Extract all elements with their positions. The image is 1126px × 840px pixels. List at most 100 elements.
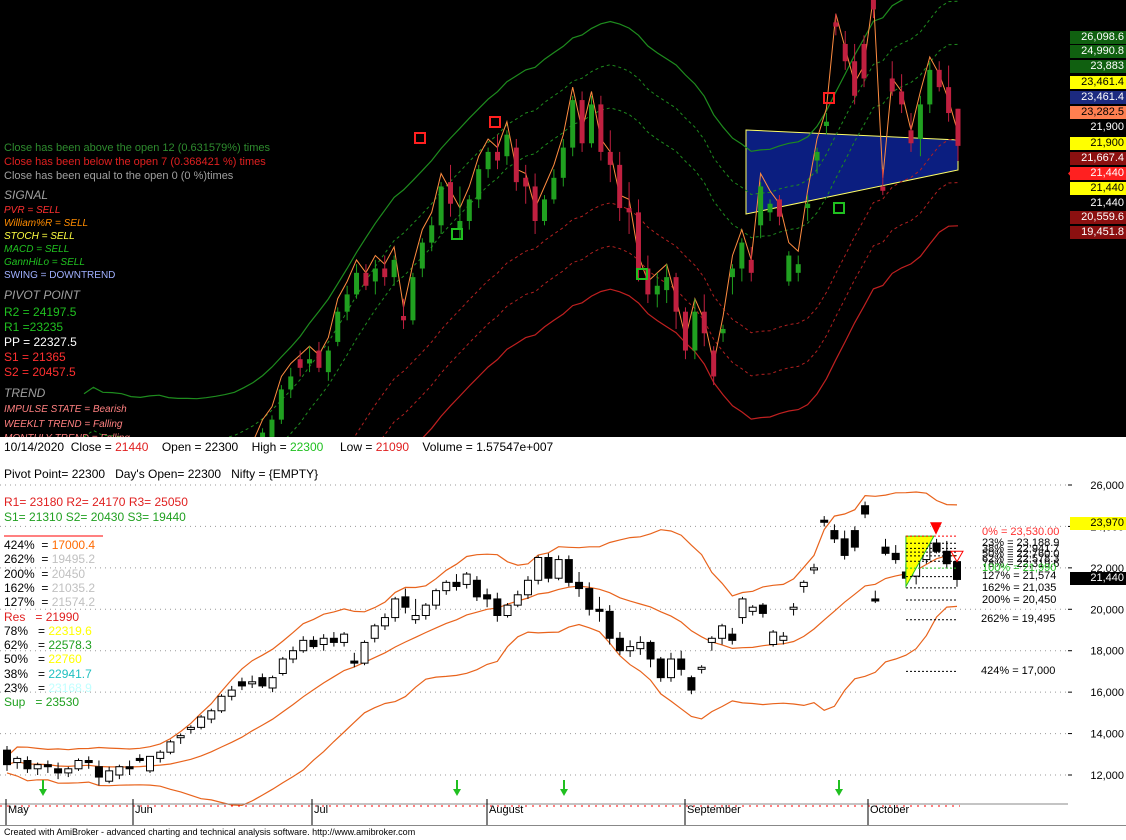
fib-level-label: 262% = bbox=[4, 552, 52, 567]
candle-body bbox=[607, 151, 613, 165]
candle bbox=[156, 750, 165, 763]
buy-arrow-head bbox=[453, 789, 461, 796]
r3-level: R3= 25050 bbox=[128, 495, 188, 509]
candle bbox=[466, 195, 472, 230]
r1-level: R1= 23180 bbox=[4, 495, 64, 509]
candle-body bbox=[269, 419, 275, 437]
candle bbox=[432, 588, 441, 610]
candle bbox=[820, 516, 829, 527]
candle-body bbox=[889, 78, 895, 92]
candle-body bbox=[917, 104, 923, 139]
candle-body bbox=[748, 259, 754, 273]
candle bbox=[146, 755, 155, 773]
candle bbox=[607, 130, 613, 183]
top-chart-canvas[interactable] bbox=[0, 0, 1068, 437]
candle bbox=[570, 95, 576, 157]
candle bbox=[43, 760, 52, 773]
candle-body bbox=[687, 677, 696, 691]
candle bbox=[360, 640, 369, 666]
buy-signal-square bbox=[833, 202, 845, 214]
candle-body bbox=[176, 735, 185, 739]
stat-above-text: Close has been above the open 12 (0.6315… bbox=[4, 142, 271, 154]
top-axis-label: 19,451.8 bbox=[1070, 226, 1126, 239]
candle bbox=[429, 216, 435, 252]
candle-body bbox=[135, 757, 144, 761]
stat-line-equal: Close has been equal to the open 0 (0 %)… bbox=[4, 170, 233, 183]
candle bbox=[852, 43, 858, 105]
trend-impulse: IMPULSE STATE = Bearish bbox=[4, 404, 127, 415]
candle bbox=[687, 675, 696, 695]
candle bbox=[748, 246, 754, 282]
candle bbox=[677, 650, 686, 676]
candle bbox=[33, 762, 42, 775]
trend-weekly: WEEKLT TREND = Falling bbox=[4, 419, 123, 430]
candle bbox=[946, 65, 952, 122]
candle-body bbox=[278, 658, 287, 674]
top-chart-pane[interactable]: Close has been above the open 12 (0.6315… bbox=[0, 0, 1068, 437]
candle bbox=[718, 623, 727, 645]
fib-level-label: 424% = bbox=[4, 538, 52, 552]
candle bbox=[288, 367, 294, 399]
s3-level: S3= 19440 bbox=[127, 510, 186, 524]
candle bbox=[534, 555, 543, 585]
candle-body bbox=[299, 639, 308, 652]
axis-tick-label: 22,000 bbox=[1090, 563, 1124, 575]
axis-tick-label: 14,000 bbox=[1090, 729, 1124, 741]
close-label: Close = bbox=[70, 440, 112, 454]
candle bbox=[769, 630, 778, 647]
bottom-chart-pane[interactable]: May Jun Jul August September October 10/14/20… bbox=[0, 437, 1068, 825]
fib-level-value: 23168.9 bbox=[48, 681, 92, 695]
footer-text: Created with AmiBroker - advanced charti… bbox=[4, 827, 416, 837]
candle-body bbox=[297, 359, 303, 368]
candle-body bbox=[891, 552, 900, 561]
candle-body bbox=[871, 598, 880, 602]
candle-body bbox=[307, 359, 313, 364]
candle-body bbox=[319, 637, 328, 646]
candle-body bbox=[711, 350, 717, 377]
candle-body bbox=[485, 151, 491, 170]
candle-body bbox=[33, 764, 42, 770]
buy-arrow-head bbox=[560, 789, 568, 796]
candle bbox=[350, 652, 359, 668]
sell-signal-square bbox=[414, 132, 426, 144]
fib-level-row: Res = 21990 bbox=[4, 610, 79, 624]
candle bbox=[289, 646, 298, 664]
candle bbox=[551, 169, 557, 204]
pivot-s2: S2 = 20457.5 bbox=[4, 365, 76, 379]
candle-body bbox=[64, 768, 73, 774]
candle bbox=[861, 35, 867, 88]
candle-body bbox=[146, 755, 155, 772]
candle-body bbox=[554, 559, 563, 579]
candle bbox=[513, 590, 522, 608]
fib-level-row: 127% = 21574.2 bbox=[4, 595, 95, 609]
candle bbox=[697, 665, 706, 674]
sell-signal-square bbox=[489, 116, 501, 128]
candle bbox=[354, 264, 360, 299]
month-label: Jul bbox=[314, 804, 328, 816]
candle-body bbox=[626, 208, 632, 213]
candle-body bbox=[861, 505, 870, 515]
fib-right-label: 100% = 21,990 bbox=[982, 562, 1057, 574]
fib-level-value: 20450 bbox=[51, 566, 86, 581]
candle bbox=[861, 501, 870, 519]
candle-body bbox=[738, 598, 747, 619]
candle bbox=[442, 580, 451, 595]
fib-level-label: Sup = bbox=[4, 695, 46, 710]
candle-body bbox=[598, 104, 604, 152]
candle-body bbox=[833, 22, 839, 27]
candle-body bbox=[493, 598, 502, 617]
candle-body bbox=[335, 311, 341, 342]
candle-body bbox=[166, 741, 175, 753]
fib-level-row: 200% = 20450 bbox=[4, 567, 85, 581]
candle-body bbox=[936, 69, 942, 88]
fib-level-label: Res = bbox=[4, 609, 46, 624]
low-label: Low = bbox=[340, 440, 373, 454]
candle-body bbox=[370, 625, 379, 639]
candle bbox=[410, 272, 416, 325]
candle bbox=[575, 572, 584, 597]
bottom-chart-canvas[interactable]: May Jun Jul August September October bbox=[0, 437, 1068, 825]
candle bbox=[325, 346, 331, 381]
quote-date: 10/14/2020 bbox=[4, 440, 65, 454]
candle-body bbox=[645, 268, 651, 295]
fib-level-row: Sup = 23530 bbox=[4, 695, 79, 709]
